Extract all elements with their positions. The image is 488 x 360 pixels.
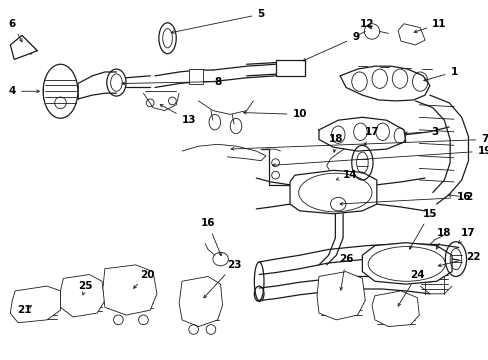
Text: 23: 23	[203, 260, 241, 298]
Text: 4: 4	[9, 86, 40, 96]
Text: 6: 6	[9, 19, 22, 42]
Text: 12: 12	[359, 19, 374, 29]
Text: 24: 24	[397, 270, 424, 306]
Text: 21: 21	[18, 305, 32, 315]
Polygon shape	[10, 286, 61, 323]
Polygon shape	[61, 275, 104, 317]
Polygon shape	[188, 69, 203, 84]
Polygon shape	[102, 265, 157, 315]
Polygon shape	[289, 170, 376, 214]
Text: 2: 2	[447, 192, 471, 202]
Text: 26: 26	[338, 254, 352, 290]
Text: 11: 11	[413, 19, 446, 33]
Text: 1: 1	[423, 67, 457, 81]
Polygon shape	[371, 291, 418, 327]
Polygon shape	[362, 243, 451, 284]
Text: 3: 3	[404, 127, 437, 137]
Text: 25: 25	[78, 281, 93, 295]
Polygon shape	[275, 60, 304, 76]
Text: 16: 16	[339, 192, 470, 205]
Polygon shape	[179, 276, 222, 327]
Text: 18: 18	[328, 135, 343, 152]
Text: 8: 8	[122, 77, 221, 87]
Text: 19: 19	[272, 146, 488, 166]
Text: 20: 20	[133, 270, 154, 288]
Text: 16: 16	[201, 219, 221, 256]
Text: 13: 13	[160, 105, 196, 125]
Text: 15: 15	[409, 209, 436, 249]
Text: 22: 22	[437, 252, 480, 266]
Polygon shape	[397, 24, 424, 45]
Text: 10: 10	[243, 109, 306, 120]
Polygon shape	[10, 35, 37, 59]
Text: 14: 14	[336, 170, 356, 180]
Text: 7: 7	[231, 135, 488, 150]
Text: 17: 17	[364, 127, 379, 146]
Polygon shape	[316, 272, 365, 320]
Text: 18: 18	[435, 228, 451, 249]
Text: 5: 5	[171, 9, 264, 33]
Text: 9: 9	[303, 32, 359, 61]
Text: 17: 17	[458, 228, 475, 243]
